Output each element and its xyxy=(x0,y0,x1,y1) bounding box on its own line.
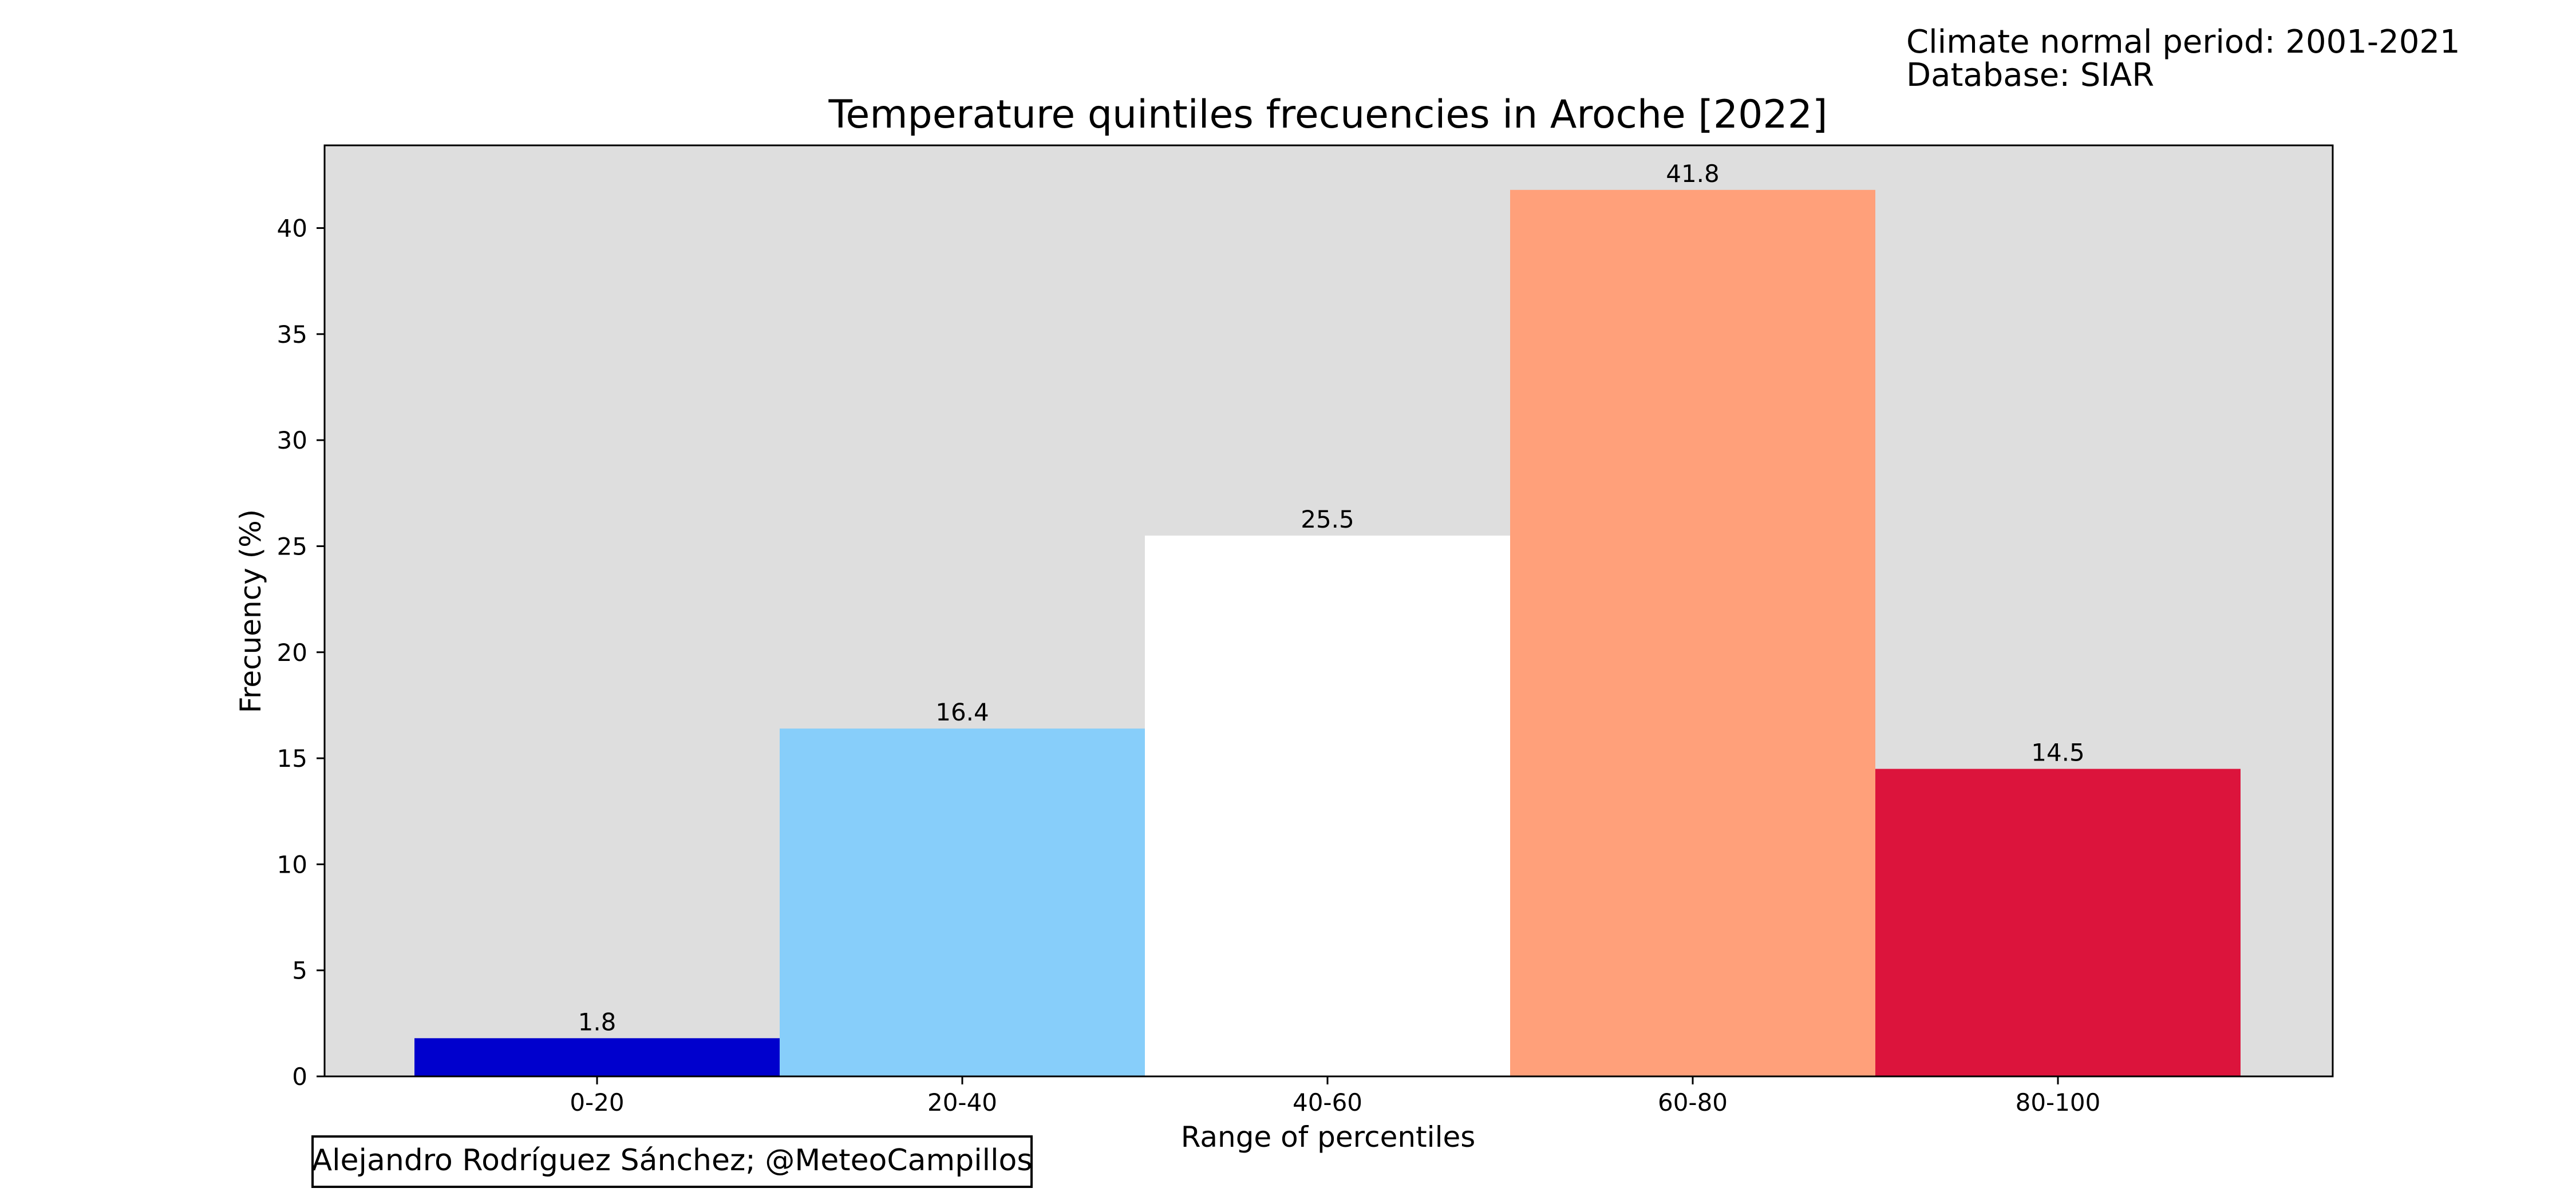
bar-40-60 xyxy=(1145,535,1510,1076)
x-axis-label: Range of percentiles xyxy=(1181,1120,1476,1154)
chart-title: Temperature quintiles frecuencies in Aro… xyxy=(828,92,1828,137)
y-tick-label-25: 25 xyxy=(277,532,307,560)
x-axis: 0-20 20-40 40-60 60-80 80-100 xyxy=(570,1076,2100,1116)
y-tick-label-10: 10 xyxy=(277,850,307,878)
bar-0-20 xyxy=(414,1038,780,1076)
plot-frame xyxy=(323,144,2334,1078)
y-tick-label-40: 40 xyxy=(277,215,307,243)
y-axis: 0 5 10 15 20 25 30 35 40 xyxy=(277,215,325,1091)
x-tick-label-60-80: 60-80 xyxy=(1658,1088,1728,1116)
credit-box xyxy=(311,1135,1033,1188)
x-tick-label-80-100: 80-100 xyxy=(2016,1088,2101,1116)
x-tick-label-40-60: 40-60 xyxy=(1293,1088,1362,1116)
y-tick-label-5: 5 xyxy=(292,957,307,985)
bar-value-label-0-20: 1.8 xyxy=(578,1008,617,1036)
bar-80-100 xyxy=(1875,769,2241,1076)
bars-group xyxy=(414,189,2241,1077)
y-tick-label-0: 0 xyxy=(292,1063,307,1091)
bar-value-label-20-40: 16.4 xyxy=(935,698,989,726)
credit-text: Alejandro Rodríguez Sánchez; @MeteoCampi… xyxy=(312,1143,1033,1178)
database-label: Database: SIAR xyxy=(1906,57,2154,94)
y-axis-label: Frecuency (%) xyxy=(234,509,267,713)
bar-20-40 xyxy=(780,728,1145,1076)
y-tick-label-15: 15 xyxy=(277,744,307,773)
x-tick-label-20-40: 20-40 xyxy=(927,1088,997,1116)
x-tick-label-0-20: 0-20 xyxy=(570,1088,624,1116)
y-tick-label-35: 35 xyxy=(277,320,307,348)
climate-normal-period-label: Climate normal period: 2001-2021 xyxy=(1906,23,2460,61)
bar-value-labels: 1.8 16.4 25.5 41.8 14.5 xyxy=(578,160,2085,1036)
bar-60-80 xyxy=(1510,189,1875,1077)
bar-value-label-60-80: 41.8 xyxy=(1666,160,1720,188)
y-tick-label-20: 20 xyxy=(277,639,307,667)
bar-value-label-80-100: 14.5 xyxy=(2031,739,2085,767)
y-tick-label-30: 30 xyxy=(277,426,307,454)
bar-value-label-40-60: 25.5 xyxy=(1301,505,1354,533)
